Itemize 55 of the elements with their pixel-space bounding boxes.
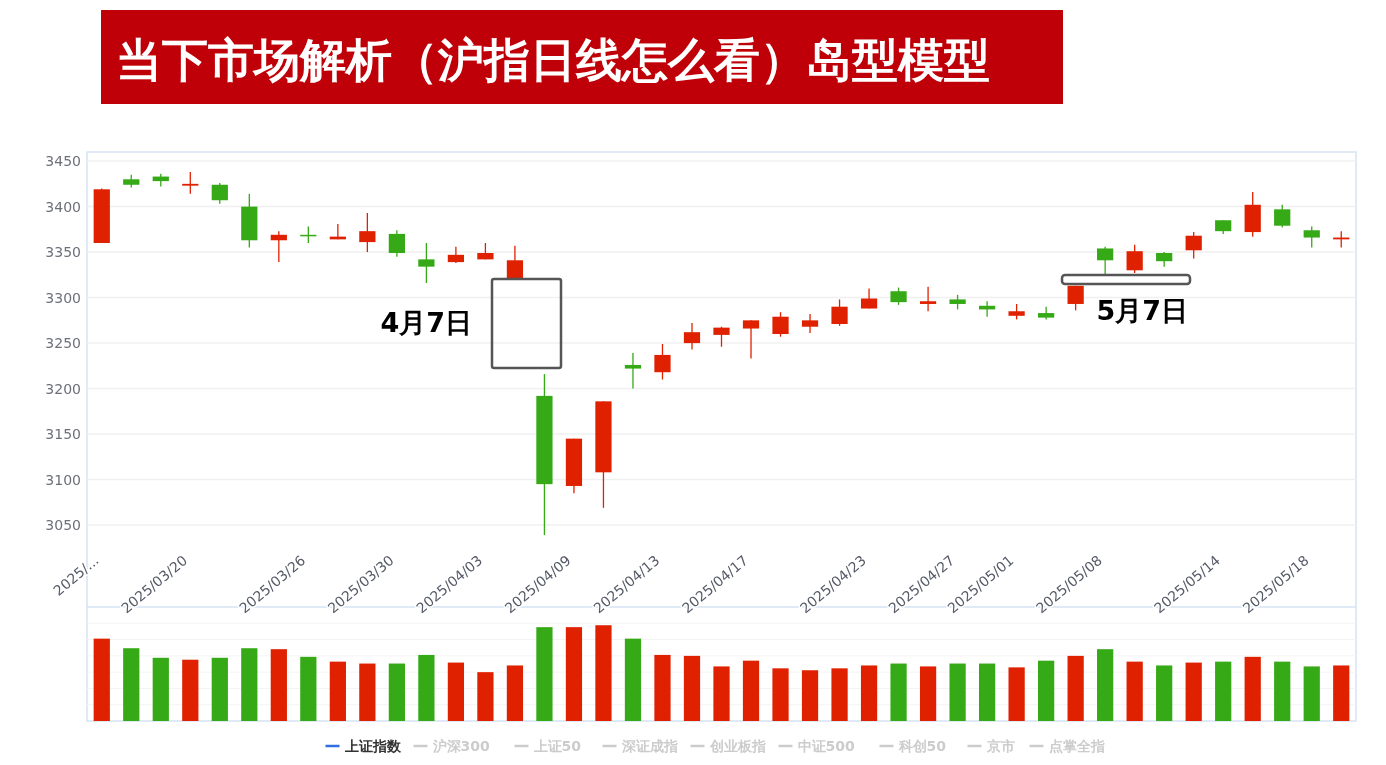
bar	[1274, 661, 1291, 721]
y-tick-label: 3200	[45, 380, 81, 397]
bar	[654, 654, 671, 721]
bar	[1097, 649, 1114, 721]
bar	[536, 627, 553, 721]
bar	[1333, 665, 1350, 721]
bar	[890, 663, 907, 721]
bar	[447, 662, 465, 721]
bar	[1185, 662, 1202, 721]
y-tick-label: 3250	[45, 335, 81, 352]
bar	[565, 627, 583, 721]
annotation: 5月7日	[1096, 295, 1188, 326]
bar	[241, 648, 258, 721]
bar	[388, 663, 405, 721]
bar	[1067, 655, 1084, 721]
bar	[123, 648, 140, 721]
bar	[683, 655, 701, 721]
bar	[506, 665, 524, 721]
bar	[742, 660, 760, 721]
y-tick-label: 3050	[45, 517, 81, 534]
bar	[359, 663, 376, 721]
bar	[1215, 661, 1232, 721]
bar	[93, 638, 110, 721]
bar	[860, 665, 878, 721]
bar	[152, 657, 169, 721]
bar	[329, 661, 346, 721]
bar	[595, 625, 612, 721]
bar	[270, 649, 287, 721]
y-tick-label: 3350	[45, 244, 81, 261]
bar	[1156, 665, 1173, 721]
y-tick-label: 3450	[45, 153, 81, 170]
y-tick-label: 3100	[45, 471, 81, 488]
bar	[182, 659, 199, 721]
y-tick-label: 3400	[45, 198, 81, 215]
bar	[801, 670, 819, 721]
bar	[831, 668, 848, 721]
bar	[772, 668, 789, 721]
bar	[919, 666, 937, 721]
bar	[418, 654, 435, 721]
chart-title: 当下市场解析（沪指日线怎么看）岛型模型	[116, 33, 990, 87]
bar	[1303, 666, 1320, 721]
y-tick-label: 3150	[45, 426, 81, 443]
bar	[713, 666, 730, 721]
bar	[1244, 656, 1261, 721]
bar	[978, 663, 996, 721]
bar	[477, 672, 494, 721]
bar	[1008, 667, 1025, 721]
bar	[211, 657, 228, 721]
y-tick-label: 3300	[45, 289, 81, 306]
bar	[949, 663, 966, 721]
bar	[624, 638, 642, 721]
bar	[300, 656, 317, 721]
annotation: 4月7日	[380, 307, 472, 338]
bar	[1038, 660, 1055, 721]
bar	[1126, 661, 1143, 721]
